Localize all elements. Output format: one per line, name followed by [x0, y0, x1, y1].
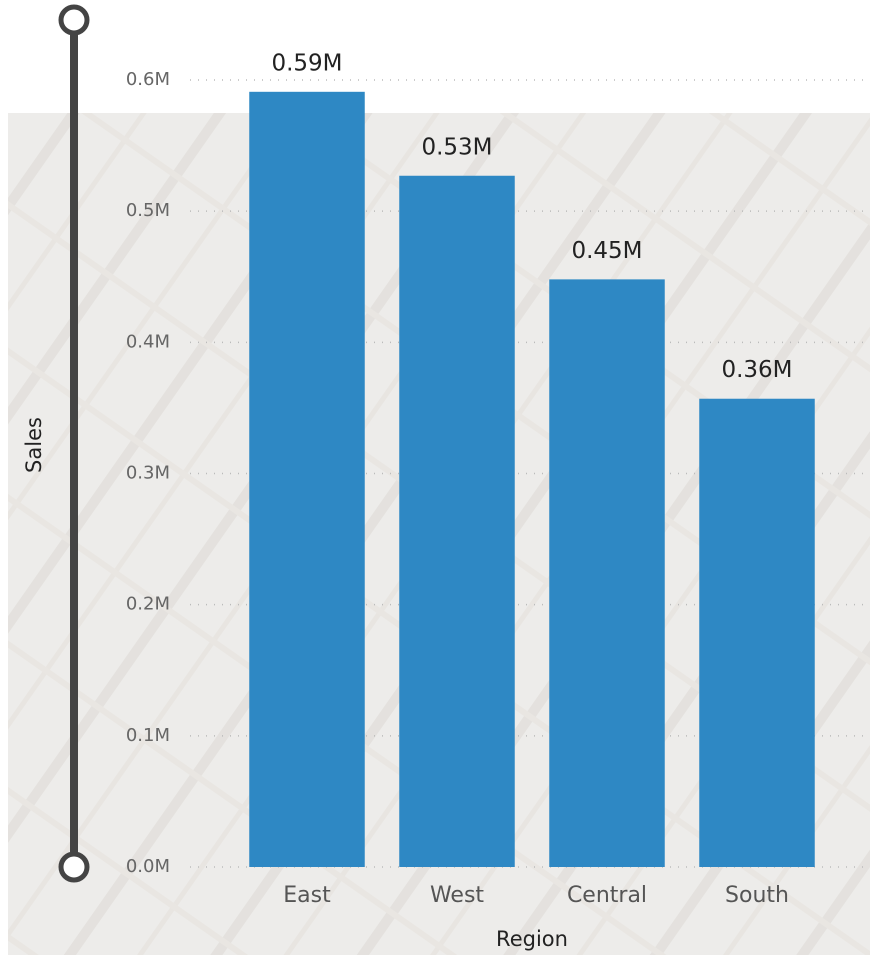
x-axis-title: Region [496, 927, 568, 951]
x-tick-label: East [283, 883, 331, 908]
bar [399, 175, 515, 868]
y-tick-label: 0.5M [126, 200, 170, 221]
bar [549, 279, 665, 868]
y-tick-label: 0.1M [126, 725, 170, 746]
y-tick-label: 0.2M [126, 594, 170, 615]
slider-handle-bottom[interactable] [58, 851, 90, 883]
bar [699, 398, 815, 867]
data-label: 0.45M [571, 238, 642, 264]
data-label: 0.53M [421, 134, 492, 160]
y-tick-label: 0.6M [126, 69, 170, 90]
y-tick-label: 0.0M [126, 856, 170, 877]
y-tick-label: 0.3M [126, 463, 170, 484]
data-label: 0.59M [271, 50, 342, 76]
x-tick-label: West [430, 883, 484, 908]
x-tick-label: South [725, 883, 789, 908]
slider-handle-top[interactable] [58, 4, 90, 36]
y-axis-title: Sales [22, 417, 46, 473]
y-tick-label: 0.4M [126, 331, 170, 352]
data-label: 0.36M [721, 357, 792, 383]
bar [249, 91, 365, 868]
x-tick-label: Central [567, 883, 647, 908]
